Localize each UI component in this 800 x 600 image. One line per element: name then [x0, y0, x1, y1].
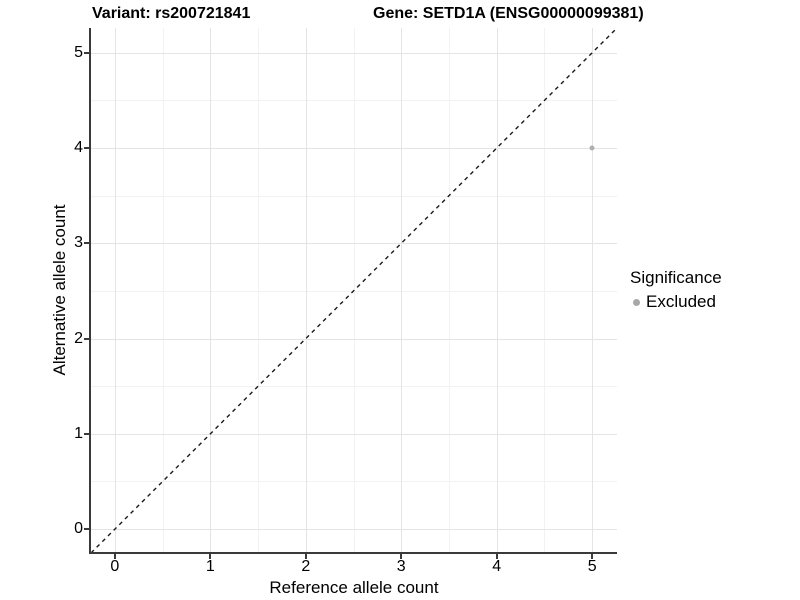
- x-tick-mark: [304, 554, 307, 559]
- gridline-minor-vertical: [258, 28, 260, 552]
- y-tick-label: 3: [74, 234, 83, 252]
- y-axis-line: [89, 28, 91, 554]
- y-tick-mark: [84, 432, 89, 435]
- gridline-minor-horizontal: [91, 195, 617, 197]
- gridline-major-horizontal: [91, 52, 617, 54]
- x-tick-mark: [209, 554, 212, 559]
- legend-entry-label: Excluded: [646, 292, 716, 311]
- y-tick-label: 2: [74, 329, 83, 347]
- gridline-minor-horizontal: [91, 100, 617, 102]
- gridline-major-vertical: [401, 28, 403, 552]
- x-tick-label: 3: [396, 558, 406, 575]
- gridline-minor-vertical: [448, 28, 450, 552]
- legend: Significance Excluded: [630, 268, 722, 312]
- x-axis-line: [89, 552, 617, 554]
- plot-panel: [91, 28, 617, 552]
- plot-title-gene: Gene: SETD1A (ENSG00000099381): [373, 5, 644, 22]
- gridline-major-horizontal: [91, 148, 617, 150]
- x-tick-label: 2: [301, 558, 311, 575]
- gridline-minor-horizontal: [91, 481, 617, 483]
- y-tick-label: 5: [74, 43, 83, 61]
- gridline-major-vertical: [496, 28, 498, 552]
- legend-title: Significance: [630, 268, 722, 287]
- gridline-major-horizontal: [91, 243, 617, 245]
- x-tick-mark: [591, 554, 594, 559]
- legend-dot-excluded-icon: [633, 298, 640, 306]
- y-tick-label: 0: [74, 520, 83, 538]
- gridline-major-horizontal: [91, 529, 617, 531]
- y-tick-mark: [84, 51, 89, 54]
- identity-reference-line: [91, 28, 617, 552]
- x-tick-label: 4: [492, 558, 502, 575]
- y-tick-mark: [84, 147, 89, 150]
- gridline-minor-vertical: [162, 28, 164, 552]
- x-tick-mark: [495, 554, 498, 559]
- x-axis-title: Reference allele count: [269, 578, 439, 597]
- gridline-minor-vertical: [544, 28, 546, 552]
- gridline-major-vertical: [210, 28, 212, 552]
- x-tick-label: 5: [587, 558, 597, 575]
- gridline-major-vertical: [592, 28, 594, 552]
- gridline-major-horizontal: [91, 433, 617, 435]
- y-tick-mark: [84, 528, 89, 531]
- y-tick-label: 4: [74, 139, 83, 157]
- x-tick-mark: [400, 554, 403, 559]
- data-point-excluded: [589, 145, 595, 151]
- y-tick-mark: [84, 337, 89, 340]
- y-tick-label: 1: [74, 424, 83, 442]
- y-axis-title: Alternative allele count: [50, 204, 69, 376]
- gridline-major-vertical: [114, 28, 116, 552]
- y-tick-mark: [84, 242, 89, 245]
- gridline-major-vertical: [305, 28, 307, 552]
- plot-title-variant: Variant: rs200721841: [92, 5, 251, 22]
- x-tick-label: 0: [110, 558, 120, 575]
- gridline-major-horizontal: [91, 338, 617, 340]
- x-tick-mark: [113, 554, 116, 559]
- legend-entry-excluded: Excluded: [630, 292, 722, 312]
- gridline-minor-horizontal: [91, 386, 617, 388]
- x-tick-label: 1: [205, 558, 215, 575]
